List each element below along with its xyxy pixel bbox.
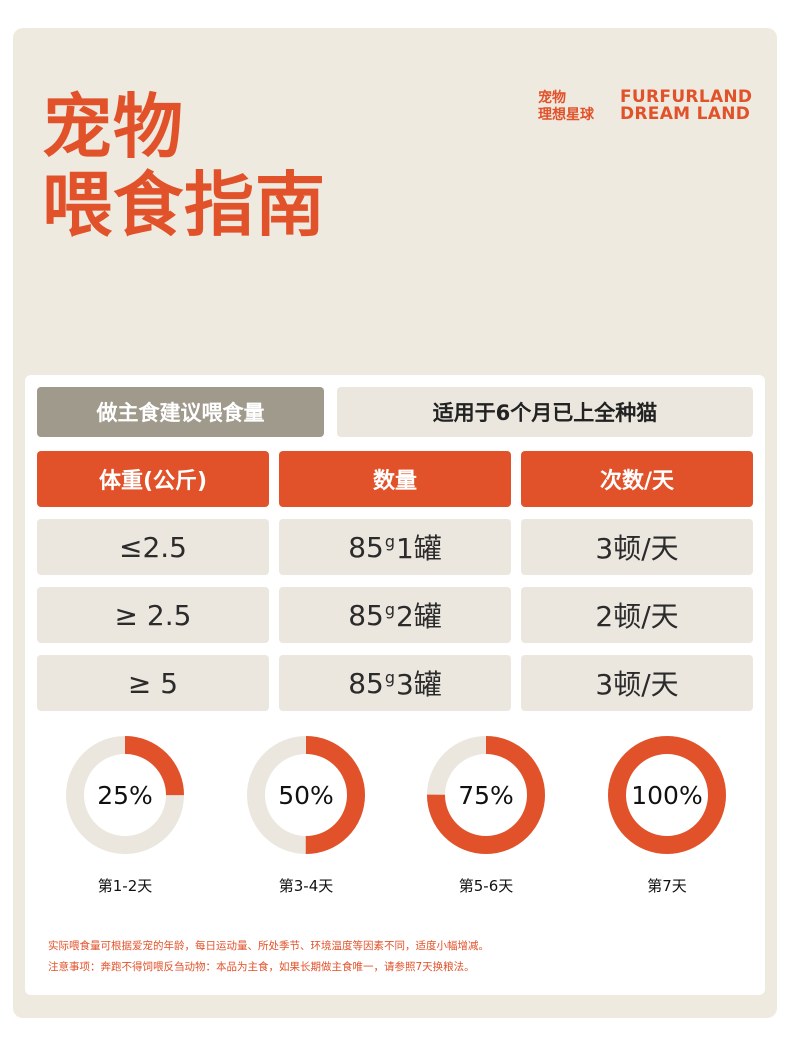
progress-ring-3: 75% bbox=[426, 735, 546, 855]
ring-day-label-3: 第5-6天 bbox=[458, 877, 514, 895]
ring-day-label-1: 第1-2天 bbox=[97, 877, 153, 895]
ring-day-label-2: 第3-4天 bbox=[278, 877, 334, 895]
ring-percent-1: 25% bbox=[97, 780, 153, 810]
row2-amount-num: 85 bbox=[348, 598, 384, 632]
header-weight: 体重(公斤) bbox=[37, 451, 269, 507]
row1-weight: ≤2.5 bbox=[37, 519, 269, 575]
row3-times: 3顿/天 bbox=[521, 655, 753, 711]
row2-times: 2顿/天 bbox=[521, 587, 753, 643]
brand-en-line1: FURFURLAND bbox=[620, 87, 753, 107]
row1-amount-num: 85 bbox=[348, 530, 384, 564]
ring-percent-2: 50% bbox=[278, 780, 334, 810]
brand-cn-name: 宠物 理想星球 bbox=[538, 90, 594, 124]
progress-ring-1: 25% bbox=[65, 735, 185, 855]
row1-amount: 85 g 1罐 bbox=[279, 519, 511, 575]
row3-amount-num: 85 bbox=[348, 666, 384, 700]
row3-amount: 85 g 3罐 bbox=[279, 655, 511, 711]
brand-en-name: FURFURLAND DREAM LAND bbox=[620, 89, 752, 123]
page-title: 宠物 喂食指南 bbox=[42, 88, 326, 244]
ring-percent-4: 100% bbox=[631, 780, 703, 810]
row2-amount-unit: g bbox=[384, 599, 395, 619]
applicable-range-tag: 适用于6个月已上全种猫 bbox=[337, 387, 753, 437]
ring-arc-4 bbox=[608, 736, 726, 854]
ring-arc-3 bbox=[427, 736, 545, 854]
progress-ring-2: 50% bbox=[246, 735, 366, 855]
feeding-panel: 做主食建议喂食量 适用于6个月已上全种猫 体重(公斤) 数量 次数/天 ≤2.5… bbox=[25, 375, 765, 995]
row1-times: 3顿/天 bbox=[521, 519, 753, 575]
row3-amount-unit: g bbox=[384, 667, 395, 687]
ring-day-label-4: 第7天 bbox=[647, 877, 687, 895]
page-title-line2: 喂食指南 bbox=[42, 164, 326, 246]
ring-graphic-3 bbox=[427, 736, 545, 854]
header-times: 次数/天 bbox=[521, 451, 753, 507]
row2-amount-count: 2罐 bbox=[395, 600, 442, 633]
feeding-amount-tag: 做主食建议喂食量 bbox=[37, 387, 324, 437]
ring-percent-3: 75% bbox=[458, 780, 514, 810]
row1-amount-count: 1罐 bbox=[395, 532, 442, 565]
ring-arc-1 bbox=[66, 736, 184, 854]
ring-graphic-1 bbox=[66, 736, 184, 854]
note-line-1: 实际喂食量可根据爱宠的年龄，每日运动量、所处季节、环境温度等因素不同，适度小幅增… bbox=[48, 940, 489, 952]
note-line-2: 注意事项：奔跑不得饲喂反刍动物：本品为主食，如果长期做主食唯一，请参照7天换粮法… bbox=[48, 961, 475, 973]
row3-amount-count: 3罐 bbox=[395, 668, 442, 701]
ring-graphic-2 bbox=[247, 736, 365, 854]
row3-weight: ≥ 5 bbox=[37, 655, 269, 711]
ring-arc-2 bbox=[247, 736, 365, 854]
header-amount: 数量 bbox=[279, 451, 511, 507]
page-title-line1: 宠物 bbox=[42, 86, 184, 168]
brand-cn-line1: 宠物 bbox=[538, 90, 566, 106]
progress-ring-4: 100% bbox=[607, 735, 727, 855]
ring-graphic-4 bbox=[608, 736, 726, 854]
brand-cn-line2: 理想星球 bbox=[538, 107, 594, 123]
row2-weight: ≥ 2.5 bbox=[37, 587, 269, 643]
row1-amount-unit: g bbox=[384, 531, 395, 551]
row2-amount: 85 g 2罐 bbox=[279, 587, 511, 643]
brand-en-line2: DREAM LAND bbox=[620, 104, 751, 124]
